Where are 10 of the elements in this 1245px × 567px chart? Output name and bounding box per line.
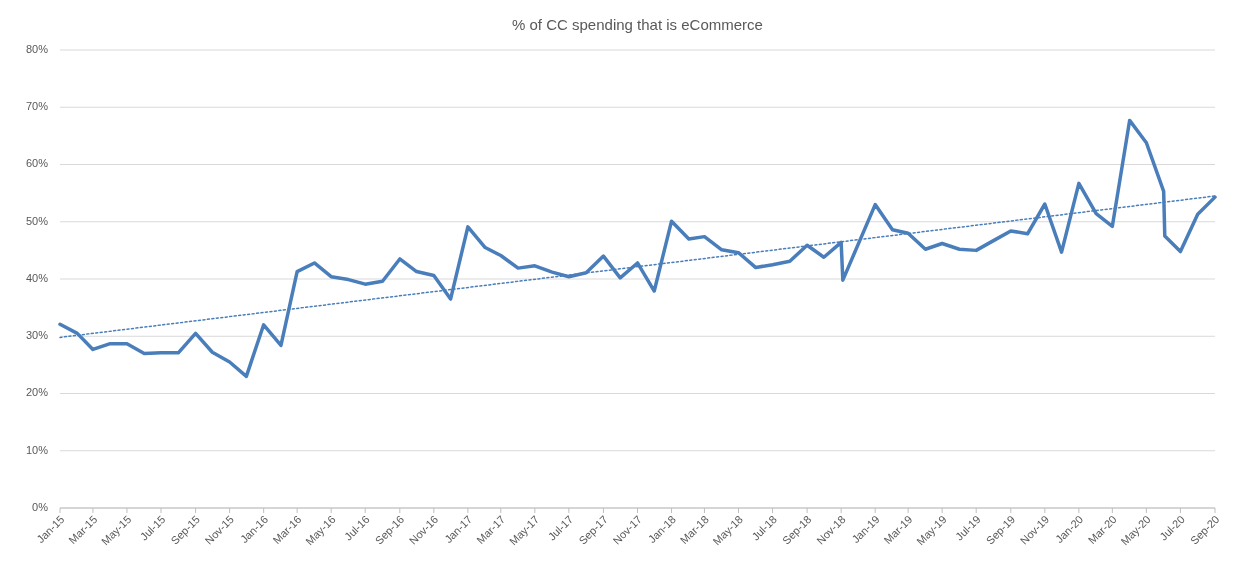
y-tick-label: 40%	[25, 271, 49, 284]
y-tick-label: 20%	[25, 386, 49, 399]
y-tick-label: 60%	[25, 157, 49, 170]
y-tick-label: 10%	[25, 443, 49, 456]
y-tick-label: 80%	[25, 42, 49, 55]
y-tick-label: 50%	[25, 214, 49, 227]
y-tick-label: 0%	[32, 500, 49, 513]
y-tick-label: 30%	[25, 329, 49, 342]
chart-title: % of CC spending that is eCommerce	[512, 16, 763, 33]
y-tick-label: 70%	[25, 100, 49, 113]
